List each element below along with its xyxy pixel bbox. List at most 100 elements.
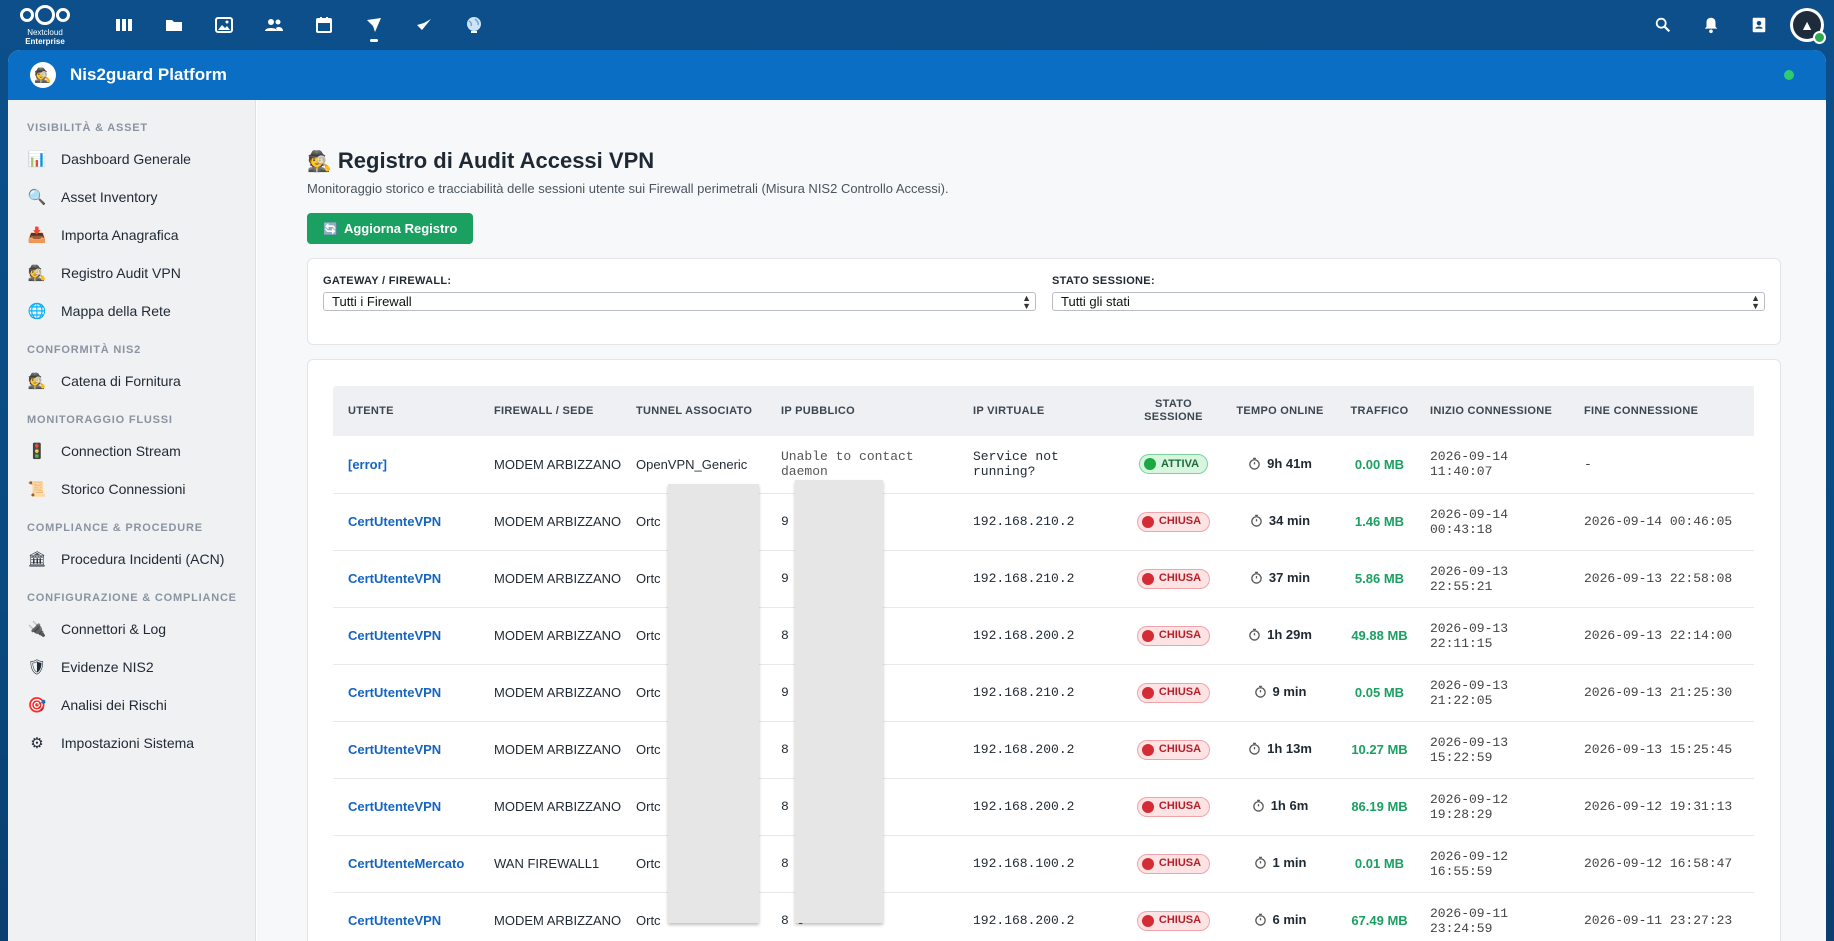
user-link[interactable]: CertUtenteMercato [333, 835, 488, 893]
sidebar-section-title: CONFORMITÀ NIS2 [27, 344, 142, 356]
globe-icon[interactable] [456, 10, 492, 40]
table-row[interactable]: CertUtenteMercato WAN FIREWALL1 Ortc 8 6… [333, 835, 1754, 893]
firewall-cell: MODEM ARBIZZANO [488, 493, 630, 551]
table-row[interactable]: CertUtenteVPN MODEM ARBIZZANO Ortc 8 6 1… [333, 778, 1754, 836]
calendar-icon[interactable] [306, 10, 342, 40]
sidebar-item-mappa-della-rete[interactable]: 🌐 Mappa della Rete [8, 292, 255, 330]
column-header[interactable]: STATO SESSIONE [1122, 386, 1225, 436]
end-time-cell: 2026-09-13 22:14:00 [1578, 607, 1754, 665]
virtual-ip-cell: 192.168.210.2 [967, 664, 1122, 722]
traffic-cell: 0.00 MB [1335, 436, 1424, 494]
start-time-cell: 2026-09-13 22:11:15 [1424, 607, 1578, 665]
traffic-cell: 10.27 MB [1335, 721, 1424, 779]
table-row[interactable]: CertUtenteVPN MODEM ARBIZZANO Ortc 8 6 1… [333, 607, 1754, 665]
status-select-value: Tutti gli stati [1061, 294, 1130, 309]
sidebar-item-evidenze-nis2[interactable]: 🛡 Evidenze NIS2 [8, 648, 255, 686]
gateway-select[interactable]: Tutti i Firewall ▲ ▼ [323, 292, 1036, 311]
nextcloud-rings-icon [20, 4, 70, 26]
user-link[interactable]: CertUtenteVPN [333, 550, 488, 608]
user-link[interactable]: CertUtenteVPN [333, 664, 488, 722]
redacted-ip-block [795, 480, 883, 923]
table-row[interactable]: CertUtenteVPN MODEM ARBIZZANO Ortc 9 192… [333, 493, 1754, 551]
sidebar-item-dashboard-generale[interactable]: 📊 Dashboard Generale [8, 140, 255, 178]
column-header[interactable]: TRAFFICO [1335, 386, 1424, 436]
user-link[interactable]: CertUtenteVPN [333, 607, 488, 665]
app-title: Nis2guard Platform [70, 65, 227, 84]
table-row[interactable]: CertUtenteVPN MODEM ARBIZZANO Ortc 8 6 1… [333, 721, 1754, 779]
column-header[interactable]: TEMPO ONLINE [1225, 386, 1335, 436]
table-body: [error] MODEM ARBIZZANO OpenVPN_Generic … [333, 436, 1754, 941]
sidebar-item-catena-di-fornitura[interactable]: 🕵 Catena di Fornitura [8, 362, 255, 400]
virtual-ip-cell: 192.168.200.2 [967, 778, 1122, 836]
column-header[interactable]: INIZIO CONNESSIONE [1424, 386, 1578, 436]
start-time-cell: 2026-09-12 16:55:59 [1424, 835, 1578, 893]
status-badge: CHIUSA [1136, 511, 1211, 532]
column-header[interactable]: FIREWALL / SEDE [488, 386, 630, 436]
column-header[interactable]: FINE CONNESSIONE [1578, 386, 1754, 436]
online-time-cell: 9 min [1225, 664, 1335, 722]
end-time-cell: 2026-09-13 22:58:08 [1578, 550, 1754, 608]
user-link[interactable]: CertUtenteVPN [333, 493, 488, 551]
sidebar-item-impostazioni-sistema[interactable]: ⚙ Impostazioni Sistema [8, 724, 255, 762]
user-avatar[interactable]: ▲ [1790, 8, 1826, 44]
end-time-cell: 2026-09-11 23:27:23 [1578, 892, 1754, 941]
status-cell: ATTIVA [1122, 436, 1225, 494]
sidebar-item-importa-anagrafica[interactable]: 📥 Importa Anagrafica [8, 216, 255, 254]
sidebar-item-storico-connessioni[interactable]: 📜 Storico Connessioni [8, 470, 255, 508]
notifications-icon[interactable] [1694, 8, 1728, 42]
sidebar-item-procedura-incidenti-acn[interactable]: 🏛 Procedura Incidenti (ACN) [8, 540, 255, 578]
end-time-cell: 2026-09-13 15:25:45 [1578, 721, 1754, 779]
user-link[interactable]: CertUtenteVPN [333, 892, 488, 941]
status-badge-label: CHIUSA [1158, 857, 1202, 869]
dashboard-icon[interactable] [106, 10, 142, 40]
status-select[interactable]: Tutti gli stati ▲ ▼ [1052, 292, 1765, 311]
status-badge-label: CHIUSA [1158, 800, 1202, 812]
status-badge: CHIUSA [1136, 682, 1211, 703]
search-icon[interactable] [1646, 8, 1680, 42]
status-cell: CHIUSA [1122, 664, 1225, 722]
sidebar-item-connection-stream[interactable]: 🚦 Connection Stream [8, 432, 255, 470]
online-time-cell: 1 min [1225, 835, 1335, 893]
column-header[interactable]: TUNNEL ASSOCIATO [630, 386, 775, 436]
files-icon[interactable] [156, 10, 192, 40]
firewall-cell: MODEM ARBIZZANO [488, 664, 630, 722]
stopwatch-icon [1248, 628, 1261, 641]
status-cell: CHIUSA [1122, 550, 1225, 608]
table-row[interactable]: CertUtenteVPN MODEM ARBIZZANO Ortc 9 192… [333, 550, 1754, 608]
column-header[interactable]: UTENTE [333, 386, 488, 436]
firewall-cell: MODEM ARBIZZANO [488, 778, 630, 836]
status-dot-icon [1141, 572, 1154, 585]
contacts-icon[interactable] [256, 10, 292, 40]
sidebar: VISIBILITÀ & ASSET 📊 Dashboard Generale 🔍 As… [8, 100, 256, 941]
sidebar-item-connettori-log[interactable]: 🔌 Connettori & Log [8, 610, 255, 648]
sidebar-item-asset-inventory[interactable]: 🔍 Asset Inventory [8, 178, 255, 216]
nis2guard-secondary-icon[interactable] [406, 10, 442, 40]
gateway-filter: GATEWAY / FIREWALL: Tutti i Firewall ▲ ▼ [323, 275, 1036, 344]
user-link[interactable]: CertUtenteVPN [333, 721, 488, 779]
nextcloud-logo[interactable]: Nextcloud Enterprise [16, 4, 74, 46]
table-row[interactable]: [error] MODEM ARBIZZANO OpenVPN_Generic … [333, 436, 1754, 494]
user-link[interactable]: [error] [333, 436, 488, 494]
status-filter-label: STATO SESSIONE: [1052, 275, 1155, 287]
column-header[interactable]: IP VIRTUALE [967, 386, 1122, 436]
photos-icon[interactable] [206, 10, 242, 40]
virtual-ip-cell: 192.168.210.2 [967, 550, 1122, 608]
status-dot-icon [1141, 629, 1154, 642]
table-row[interactable]: CertUtenteVPN MODEM ARBIZZANO Ortc 9 192… [333, 664, 1754, 722]
column-header[interactable]: IP PUBBLICO [775, 386, 967, 436]
refresh-registry-button[interactable]: 🔄 Aggiorna Registro [307, 213, 474, 244]
sidebar-item-registro-audit-vpn[interactable]: 🕵 Registro Audit VPN [8, 254, 255, 292]
nis2guard-icon[interactable] [356, 10, 392, 42]
table-row[interactable]: CertUtenteVPN MODEM ARBIZZANO Ortc 8 6 1… [333, 892, 1754, 941]
sidebar-item-analisi-dei-rischi[interactable]: 🎯 Analisi dei Rischi [8, 686, 255, 724]
filters-panel: GATEWAY / FIREWALL: Tutti i Firewall ▲ ▼ … [307, 258, 1781, 345]
user-link[interactable]: CertUtenteVPN [333, 778, 488, 836]
contacts-menu-icon[interactable] [1742, 8, 1776, 42]
status-badge-label: ATTIVA [1160, 457, 1200, 470]
end-time-cell: - [1578, 436, 1754, 494]
online-status-icon [1813, 31, 1826, 44]
online-time-value: 1h 13m [1267, 741, 1312, 756]
online-time-cell: 37 min [1225, 550, 1335, 608]
firewall-cell: WAN FIREWALL1 [488, 835, 630, 893]
traffic-cell: 0.05 MB [1335, 664, 1424, 722]
